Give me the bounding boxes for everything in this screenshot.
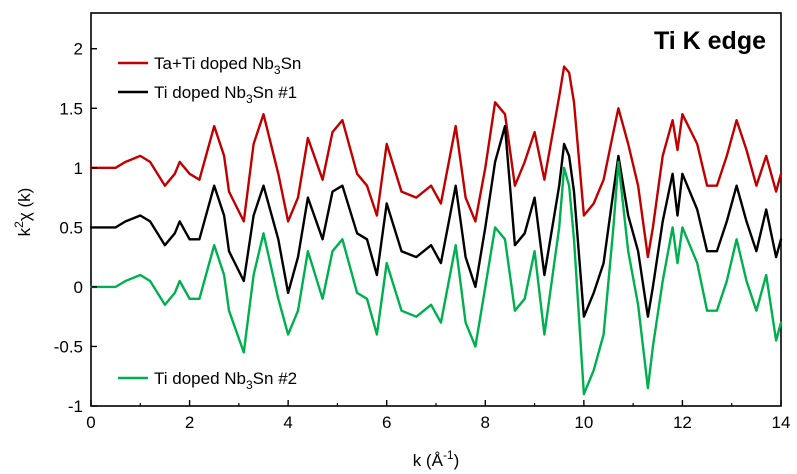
series-layer: [89, 65, 783, 396]
y-tick-label: -1: [68, 397, 83, 416]
legend-label-1: Ta+Ti doped Nb3Sn: [154, 54, 301, 77]
y-tick-label: 0.5: [59, 218, 83, 237]
x-tick-label: 4: [283, 413, 292, 432]
x-tick-label: 2: [185, 413, 194, 432]
y-axis-title: k2χ (k): [12, 188, 34, 237]
y-tick-label: -0.5: [54, 337, 83, 356]
x-tick-label: 6: [382, 413, 391, 432]
x-tick-label: 14: [772, 413, 791, 432]
x-tick-label: 8: [481, 413, 490, 432]
y-tick-label: 0: [74, 278, 83, 297]
chart-annotation: Ti K edge: [654, 27, 766, 55]
legend-label-3: Ti doped Nb3Sn #2: [154, 369, 297, 392]
series-line-1: [89, 65, 783, 259]
legend-entry-3: Ti doped Nb3Sn #2: [118, 369, 297, 392]
series-line-3: [89, 160, 783, 396]
x-tick-label: 10: [574, 413, 593, 432]
x-tick-label: 12: [673, 413, 692, 432]
y-tick-label: 1.5: [59, 99, 83, 118]
legend-label-2: Ti doped Nb3Sn #1: [154, 83, 297, 106]
legend-entry-2: Ti doped Nb3Sn #1: [118, 83, 297, 106]
y-tick-label: 2: [74, 40, 83, 59]
x-tick-label: 0: [86, 413, 95, 432]
x-axis-title: k (Å-1): [413, 448, 460, 470]
y-tick-label: 1: [74, 159, 83, 178]
series-line-2: [89, 124, 783, 318]
ticks-layer: 0 2 4 6 8 10 12 14 -1 -0.5 0 0.5 1 1.5 2: [54, 40, 791, 432]
legend-entry-1: Ta+Ti doped Nb3Sn: [118, 54, 301, 77]
